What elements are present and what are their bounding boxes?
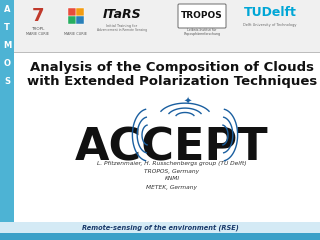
Text: METEK, Germany: METEK, Germany [147, 185, 197, 190]
Text: TROPOS: TROPOS [181, 12, 223, 20]
Text: A: A [4, 6, 10, 14]
Bar [76, 16, 84, 24]
Bar [68, 8, 76, 16]
Bar [68, 16, 76, 24]
Text: Initial Training for: Initial Training for [107, 24, 138, 28]
Text: MARIE CURIE: MARIE CURIE [65, 32, 87, 36]
Text: Remote-sensing of the environment (RSE): Remote-sensing of the environment (RSE) [82, 224, 238, 231]
Text: TROPOS, Germany: TROPOS, Germany [144, 168, 200, 174]
Text: Delft University of Technology: Delft University of Technology [243, 23, 297, 27]
Bar [0, 233, 320, 240]
Text: O: O [4, 60, 11, 68]
Text: Troposphärenforschung: Troposphärenforschung [183, 32, 220, 36]
Text: ACCEPT: ACCEPT [75, 126, 269, 169]
Text: M: M [3, 42, 11, 50]
Text: Leibniz-Institut für: Leibniz-Institut für [188, 28, 217, 32]
Bar [0, 222, 320, 233]
Text: KNMI: KNMI [164, 176, 180, 181]
Text: with Extended Polarization Techniques: with Extended Polarization Techniques [27, 76, 317, 89]
Text: Advancement in Remote Sensing: Advancement in Remote Sensing [97, 28, 147, 32]
Text: MARIE CURIE: MARIE CURIE [27, 32, 50, 36]
Text: Analysis of the Composition of Clouds: Analysis of the Composition of Clouds [30, 61, 314, 74]
Bar [0, 0, 14, 240]
Text: 7: 7 [32, 7, 44, 25]
Text: TUDelft: TUDelft [244, 6, 296, 18]
Text: S: S [4, 78, 10, 86]
Text: L. Pfitzenmaier, H. Russchenbergs group (TU Delft): L. Pfitzenmaier, H. Russchenbergs group … [97, 161, 247, 166]
Text: ITaRS: ITaRS [103, 7, 141, 20]
Text: ✦: ✦ [184, 97, 192, 107]
Bar [14, 0, 320, 52]
Text: TROPL: TROPL [31, 27, 45, 31]
Text: T: T [4, 24, 10, 32]
Bar [76, 8, 84, 16]
FancyBboxPatch shape [178, 4, 226, 28]
